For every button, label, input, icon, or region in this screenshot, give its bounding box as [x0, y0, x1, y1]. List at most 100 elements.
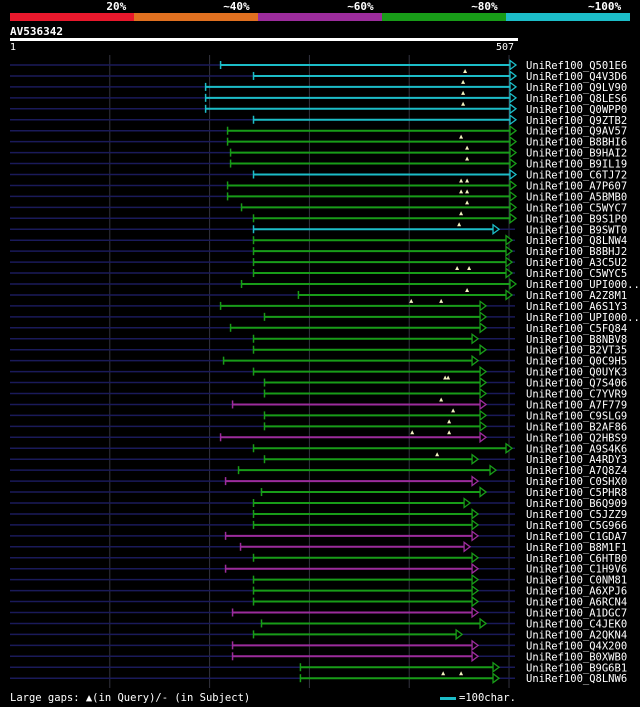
hit-end-arrow	[492, 661, 501, 674]
hit-label[interactable]: UniRef100_UPI000..	[526, 312, 640, 324]
hit-label[interactable]: UniRef100_Q8LES6	[526, 93, 627, 105]
hit-label[interactable]: UniRef100_B8BHJ2	[526, 246, 627, 258]
hit-label[interactable]: UniRef100_UPI000..	[526, 279, 640, 291]
hit-label[interactable]: UniRef100_Q9ZTB2	[526, 115, 627, 127]
hit-label[interactable]: UniRef100_Q0C9H5	[526, 356, 627, 368]
hit-end-arrow	[471, 639, 480, 652]
hit-label[interactable]: UniRef100_Q501E6	[526, 60, 627, 72]
hit-row: UniRef100_C5FQ84	[10, 322, 627, 335]
hit-end-arrow	[509, 92, 518, 104]
hit-label[interactable]: UniRef100_B8BHI6	[526, 137, 627, 149]
hit-label[interactable]: UniRef100_B9SWT0	[526, 224, 627, 236]
hit-row: UniRef100_C0NM81	[10, 573, 627, 587]
query-gap-marker	[465, 145, 470, 150]
query-gap-marker	[465, 156, 470, 161]
hit-label[interactable]: UniRef100_B9HAI2	[526, 148, 627, 160]
scale-legend: =100char.	[440, 692, 516, 704]
query-gap-marker	[457, 222, 462, 227]
hit-label[interactable]: UniRef100_B9S1P0	[526, 213, 627, 225]
hit-label[interactable]: UniRef100_Q2HBS9	[526, 432, 627, 444]
hit-label[interactable]: UniRef100_A7Q8Z4	[526, 465, 627, 477]
hit-label[interactable]: UniRef100_A6RCN4	[526, 597, 627, 609]
hit-end-arrow	[489, 464, 498, 476]
hit-label[interactable]: UniRef100_C9SLG9	[526, 410, 627, 422]
hit-label[interactable]: UniRef100_A2QKN4	[526, 629, 627, 641]
hit-end-arrow	[505, 267, 514, 279]
hit-row: UniRef100_B0XWB0	[10, 650, 627, 663]
query-gap-marker	[410, 430, 415, 435]
identity-bin-label: ~40%	[223, 0, 250, 13]
hit-label[interactable]: UniRef100_Q4V3D6	[526, 71, 627, 83]
scale-legend-text: =100char.	[459, 692, 516, 704]
hit-row: UniRef100_Q4V3D6	[10, 68, 627, 83]
hit-label[interactable]: UniRef100_Q4X200	[526, 640, 627, 652]
hit-label[interactable]: UniRef100_A9S4K6	[526, 443, 627, 455]
hit-label[interactable]: UniRef100_Q8LNW6	[526, 673, 627, 685]
hit-label[interactable]: UniRef100_B0XWB0	[526, 651, 627, 663]
hit-end-arrow	[509, 146, 518, 159]
query-gap-marker	[465, 178, 470, 183]
hit-label[interactable]: UniRef100_A6XPJ6	[526, 586, 627, 598]
hit-label[interactable]: UniRef100_C1H9V6	[526, 564, 627, 576]
hit-end-arrow	[471, 584, 480, 597]
hit-label[interactable]: UniRef100_B9G6B1	[526, 662, 627, 674]
hit-label[interactable]: UniRef100_C1GDA7	[526, 531, 627, 543]
hit-label[interactable]: UniRef100_Q8LNW4	[526, 235, 627, 247]
query-gap-marker	[409, 298, 414, 303]
hit-label[interactable]: UniRef100_C5G966	[526, 520, 627, 532]
hit-row: UniRef100_A2Z8M1	[10, 287, 627, 302]
hit-label[interactable]: UniRef100_B6Q909	[526, 498, 627, 510]
hit-row: UniRef100_B2AF86	[10, 419, 627, 433]
hit-end-arrow	[509, 124, 518, 137]
hit-label[interactable]: UniRef100_B8NBV8	[526, 334, 627, 346]
hit-label[interactable]: UniRef100_B8M1F1	[526, 542, 627, 554]
hit-label[interactable]: UniRef100_C6TJ72	[526, 170, 627, 182]
hit-row: UniRef100_C7YVR9	[10, 387, 627, 401]
hit-label[interactable]: UniRef100_B2AF86	[526, 421, 627, 433]
hit-label[interactable]: UniRef100_C6HTB0	[526, 553, 627, 565]
hit-label[interactable]: UniRef100_Q9LV90	[526, 82, 627, 94]
hit-label[interactable]: UniRef100_Q9AV57	[526, 126, 627, 138]
hit-row: UniRef100_A5BMB0	[10, 189, 627, 203]
hit-label[interactable]: UniRef100_C5FQ84	[526, 323, 627, 335]
hit-label[interactable]: UniRef100_C5WYC7	[526, 202, 627, 214]
hit-label[interactable]: UniRef100_B2VT35	[526, 345, 627, 357]
hit-label[interactable]: UniRef100_A7P607	[526, 180, 627, 192]
hit-label[interactable]: UniRef100_A6S1Y3	[526, 301, 627, 313]
hit-end-arrow	[509, 179, 518, 192]
hit-label[interactable]: UniRef100_Q0WPP0	[526, 104, 627, 116]
identity-bin-label: 20%	[106, 0, 127, 13]
hit-row: UniRef100_B8M1F1	[10, 541, 627, 554]
hit-end-arrow	[505, 245, 514, 257]
hit-end-arrow	[509, 212, 518, 225]
hit-end-arrow	[471, 332, 480, 345]
hit-label[interactable]: UniRef100_C4JEK0	[526, 618, 627, 630]
hit-label[interactable]: UniRef100_C0NM81	[526, 575, 627, 587]
query-gap-marker	[459, 671, 464, 676]
hit-end-arrow	[509, 168, 518, 181]
hit-row: UniRef100_UPI000..	[10, 311, 640, 324]
hit-label[interactable]: UniRef100_C5JZZ9	[526, 509, 627, 521]
hit-label[interactable]: UniRef100_Q0UYK3	[526, 367, 627, 379]
identity-bin-5	[506, 13, 630, 21]
hit-label[interactable]: UniRef100_A5BMB0	[526, 191, 627, 203]
hit-row: UniRef100_C6TJ72	[10, 168, 627, 182]
hit-label[interactable]: UniRef100_A2Z8M1	[526, 290, 627, 302]
hit-label[interactable]: UniRef100_A4RDY3	[526, 454, 627, 466]
hit-row: UniRef100_Q8LNW4	[10, 234, 627, 247]
hit-end-arrow	[471, 606, 480, 619]
hit-label[interactable]: UniRef100_A3C5U2	[526, 257, 627, 269]
hit-end-arrow	[471, 573, 480, 586]
hit-row: UniRef100_Q501E6	[10, 59, 627, 72]
identity-bin-label: ~80%	[471, 0, 498, 13]
hit-label[interactable]: UniRef100_C0SHX0	[526, 476, 627, 488]
hit-label[interactable]: UniRef100_C7YVR9	[526, 389, 627, 401]
query-gap-marker	[441, 671, 446, 676]
hit-label[interactable]: UniRef100_B9IL19	[526, 159, 627, 171]
hit-label[interactable]: UniRef100_C5WYC5	[526, 268, 627, 280]
hit-label[interactable]: UniRef100_A1DGC7	[526, 608, 627, 620]
query-gap-marker	[443, 375, 448, 380]
hit-label[interactable]: UniRef100_C5PHR8	[526, 487, 627, 499]
hit-label[interactable]: UniRef100_A7F779	[526, 399, 627, 411]
hit-label[interactable]: UniRef100_Q7S406	[526, 378, 627, 390]
